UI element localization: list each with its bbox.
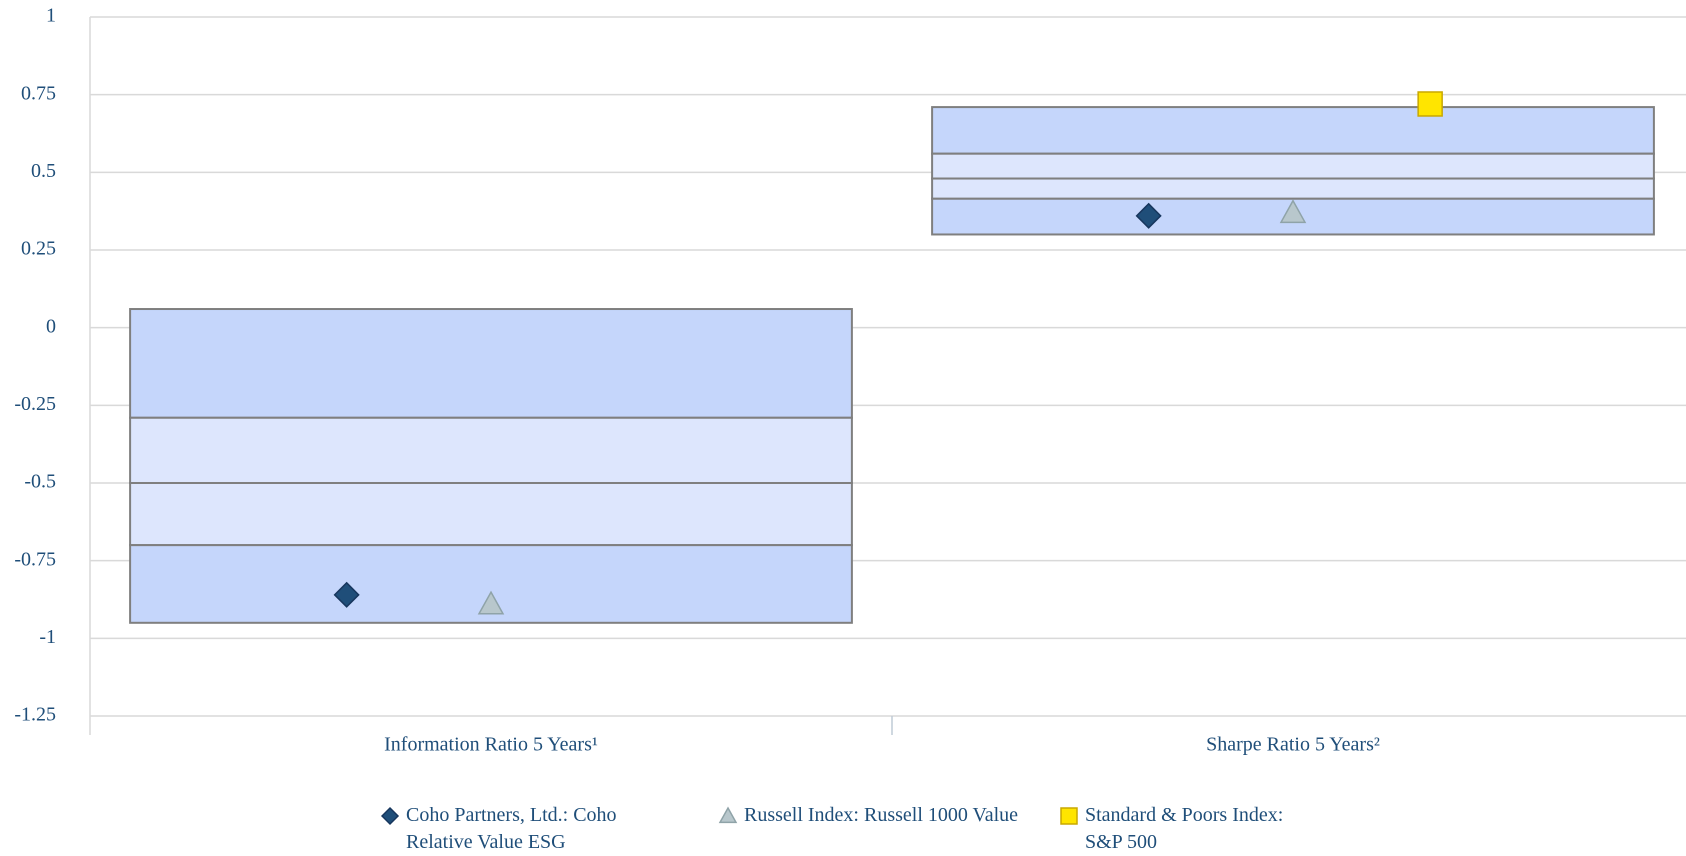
marker-triangle: [1279, 199, 1307, 224]
y-tick-label: -0.75: [14, 548, 56, 570]
marker-diamond: [1135, 202, 1162, 229]
legend-item: Russell Index: Russell 1000 Value: [718, 802, 1048, 829]
range-box: [129, 482, 853, 547]
y-tick-label: 0.5: [31, 160, 56, 182]
marker-square: [1417, 91, 1443, 117]
legend-item: Coho Partners, Ltd.: Coho Relative Value…: [380, 802, 670, 856]
marker-diamond: [333, 581, 360, 608]
y-tick-label: 0.25: [21, 238, 56, 260]
range-box: [129, 308, 853, 419]
range-box: [931, 177, 1655, 200]
chart: 1 0.75 0.5 0.25 0 -0.25 -0.5 -0.75 -1 -1.25 Inform…: [14, 5, 1686, 756]
marker-square: [1060, 807, 1078, 825]
legend-icon: [380, 806, 400, 826]
range-box: [931, 106, 1655, 155]
y-tick-label: -0.5: [24, 471, 56, 493]
y-tick-label: -1: [39, 626, 56, 648]
legend-item: Standard & Poors Index: S&P 500: [1059, 802, 1319, 856]
y-tick-label: -1.25: [14, 704, 56, 726]
marker-diamond: [380, 806, 400, 826]
range-box: [931, 152, 1655, 180]
marker-triangle: [718, 806, 738, 824]
y-tick-label: 0: [46, 315, 56, 337]
marker-triangle: [477, 590, 505, 615]
x-tick-label: Information Ratio 5 Years¹: [384, 734, 598, 756]
legend-label: Russell Index: Russell 1000 Value: [744, 804, 1019, 826]
y-tick-label: 0.75: [21, 82, 56, 104]
legend-icon: [1060, 807, 1078, 825]
legend-label: Coho Partners, Ltd.: Coho Relative Value…: [406, 804, 617, 853]
x-tick-label: Sharpe Ratio 5 Years²: [1206, 734, 1380, 756]
legend-label: Standard & Poors Index: S&P 500: [1085, 804, 1284, 853]
range-box: [129, 416, 853, 485]
y-tick-label: 1: [46, 5, 56, 27]
legend: Coho Partners, Ltd.: Coho Relative Value…: [0, 802, 1686, 856]
y-tick-label: -0.25: [14, 393, 56, 415]
legend-icon: [718, 806, 738, 824]
